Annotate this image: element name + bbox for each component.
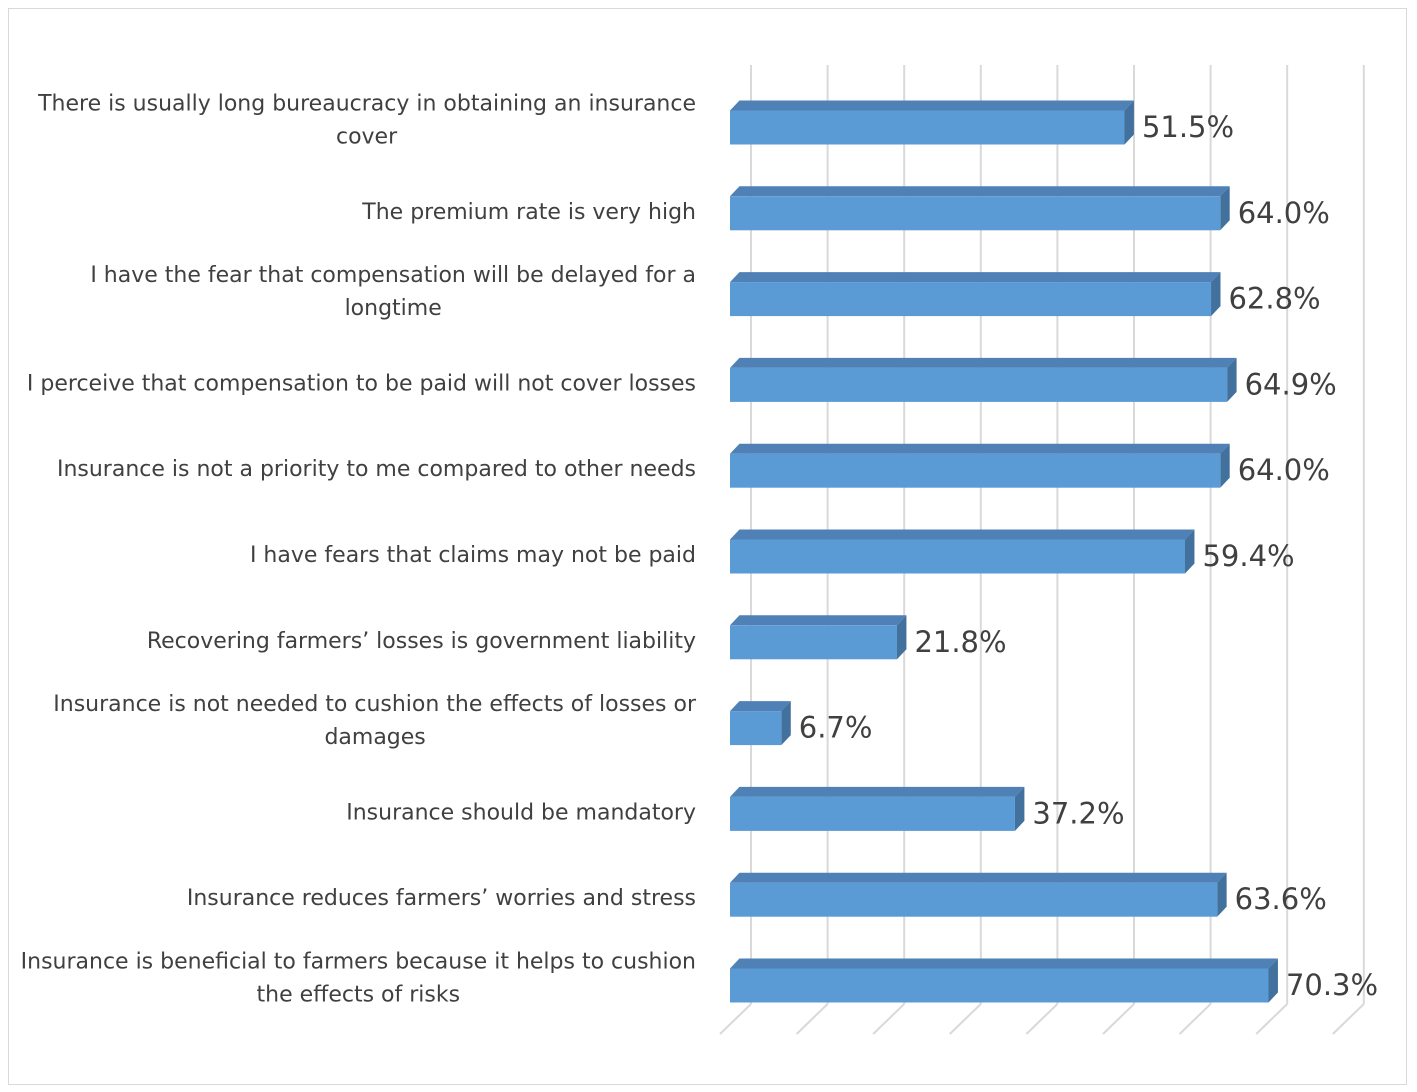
category-label: cover	[336, 125, 398, 150]
category-label: Insurance should be mandatory	[346, 800, 696, 825]
category-label: damages	[324, 725, 425, 750]
gridline-floor	[1025, 1003, 1059, 1035]
value-label: 70.3%	[1286, 968, 1378, 1002]
value-label: 6.7%	[799, 711, 873, 745]
category-label: Insurance reduces farmers’ worries and s…	[187, 886, 696, 911]
value-label: 62.8%	[1228, 282, 1320, 316]
category-label: There is usually long bureaucracy in obt…	[37, 92, 696, 117]
gridline-floor	[795, 1003, 829, 1035]
gridline-floor	[719, 1003, 752, 1035]
gridline-floor	[1332, 1003, 1365, 1035]
bar	[730, 872, 1227, 917]
value-label: 64.0%	[1238, 196, 1330, 230]
category-label: the effects of risks	[257, 983, 461, 1008]
value-label: 51.5%	[1142, 110, 1234, 144]
category-label: Insurance is not needed to cushion the e…	[53, 692, 697, 717]
category-labels: There is usually long bureaucracy in obt…	[21, 92, 697, 1008]
bar	[730, 100, 1134, 145]
value-label: 59.4%	[1202, 539, 1294, 573]
value-label: 64.9%	[1245, 367, 1337, 401]
value-label: 64.0%	[1238, 453, 1330, 487]
category-label: I have fears that claims may not be paid	[250, 543, 696, 568]
value-labels: 51.5% 64.0% 62.8% 64.9% 64.0% 59.4% 21.8% 6.7% 3…	[799, 110, 1378, 1002]
category-label: I have the fear that compensation will b…	[90, 263, 696, 288]
bar	[730, 443, 1230, 488]
bar	[730, 786, 1025, 831]
bar	[730, 958, 1278, 1003]
bar	[730, 357, 1237, 402]
gridline-floor	[1255, 1003, 1288, 1035]
bars	[730, 100, 1278, 1003]
bar	[730, 272, 1221, 317]
category-label: Insurance is not a priority to me compar…	[57, 457, 696, 482]
bar	[730, 529, 1195, 574]
bar	[730, 186, 1230, 231]
bar	[730, 615, 907, 660]
category-label: Insurance is beneficial to farmers becau…	[21, 950, 696, 975]
value-label: 37.2%	[1032, 796, 1124, 830]
category-label: longtime	[345, 296, 442, 321]
category-label: The premium rate is very high	[361, 200, 696, 225]
value-label: 21.8%	[914, 625, 1006, 659]
gridline-floor	[872, 1003, 905, 1035]
gridline-floor	[1102, 1003, 1135, 1035]
category-label: I perceive that compensation to be paid …	[27, 371, 696, 396]
category-label: Recovering farmers’ losses is government…	[147, 629, 696, 654]
gridline-floor	[949, 1003, 982, 1035]
value-label: 63.6%	[1235, 882, 1327, 916]
bar	[730, 701, 791, 746]
gridline-floor	[1178, 1003, 1212, 1035]
